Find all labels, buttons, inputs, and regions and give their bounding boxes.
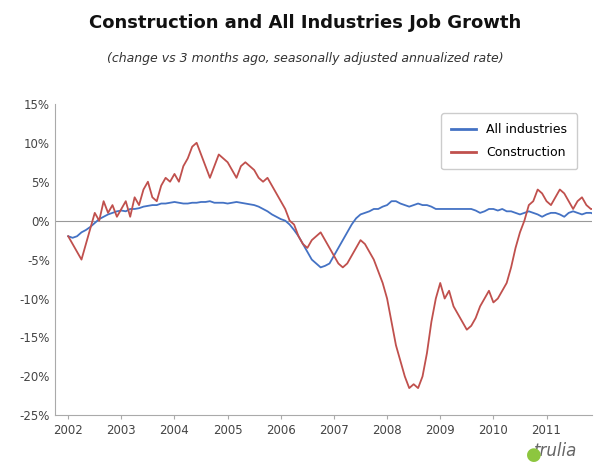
All industries <box>592 211 599 217</box>
Construction <box>361 241 368 247</box>
Text: ●: ● <box>526 446 542 464</box>
All industries <box>65 233 72 239</box>
Text: Construction and All Industries Job Growth: Construction and All Industries Job Grow… <box>89 14 521 32</box>
All industries <box>490 206 497 212</box>
Line: All industries: All industries <box>68 201 595 267</box>
All industries <box>437 206 444 212</box>
Construction <box>406 385 413 391</box>
Construction <box>490 300 497 305</box>
Line: Construction: Construction <box>68 143 595 388</box>
Text: trulia: trulia <box>534 442 577 460</box>
Construction <box>193 140 200 145</box>
Construction <box>592 206 599 212</box>
Construction <box>583 202 590 208</box>
All industries <box>210 200 218 206</box>
All industries <box>206 198 213 204</box>
Construction <box>175 179 182 185</box>
Legend: All industries, Construction: All industries, Construction <box>442 113 578 169</box>
All industries <box>175 200 182 206</box>
Construction <box>437 280 444 286</box>
Text: (change vs 3 months ago, seasonally adjusted annualized rate): (change vs 3 months ago, seasonally adju… <box>107 52 503 65</box>
Construction <box>65 233 72 239</box>
All industries <box>317 264 325 270</box>
Construction <box>210 163 218 169</box>
All industries <box>583 210 590 216</box>
All industries <box>366 209 373 214</box>
